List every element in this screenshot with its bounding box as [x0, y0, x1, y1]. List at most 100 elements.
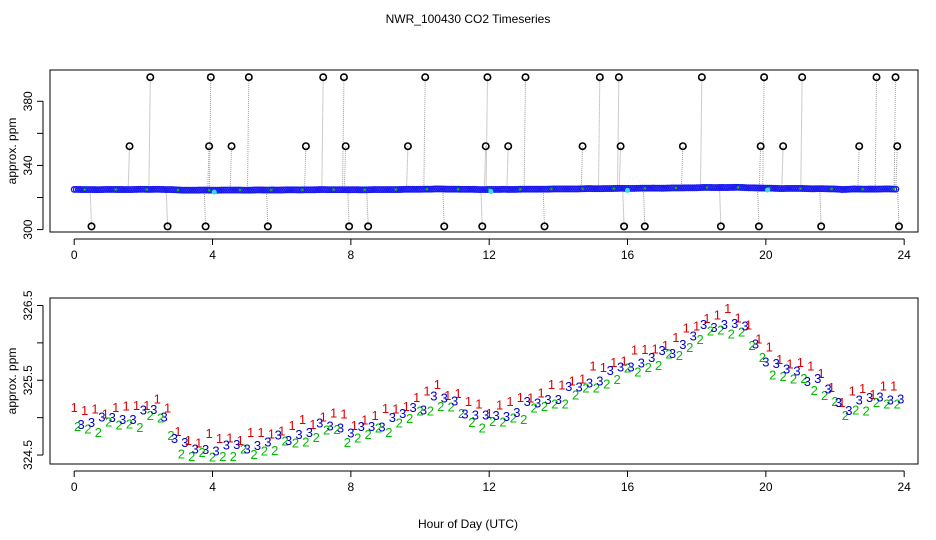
baseline-accent-point [238, 188, 242, 192]
series-1-point: 1 [890, 379, 897, 394]
spike-point [578, 142, 587, 151]
series-2-point: 2 [541, 399, 548, 414]
spike-connector [758, 146, 762, 189]
series-3-point: 3 [648, 350, 655, 365]
series-2-point: 2 [572, 387, 579, 402]
series-2-point: 2 [178, 447, 185, 462]
series-2-point: 2 [344, 435, 351, 450]
spike-point [891, 73, 900, 82]
series-1-point: 1 [569, 373, 576, 388]
series-3-point: 3 [492, 408, 499, 423]
spike-connector [622, 188, 625, 227]
spike-point [341, 142, 350, 151]
series-3-point: 3 [140, 402, 147, 417]
spike-connector [89, 189, 92, 227]
series-1-point: 1 [527, 391, 534, 406]
bottom-y-axis: 324.5 325.5 326.5 [21, 290, 44, 470]
series-3-point: 3 [171, 431, 178, 446]
series-1-point: 1 [683, 321, 690, 336]
series-2-point: 2 [84, 421, 91, 436]
series-2-point: 2 [728, 326, 735, 341]
series-3-point: 3 [129, 412, 136, 427]
series-3-point: 3 [658, 343, 665, 358]
series-2-point: 2 [437, 399, 444, 414]
spike-point [301, 142, 310, 151]
spike-point [872, 73, 881, 82]
spike-connector [680, 146, 684, 188]
series-1-point: 1 [880, 379, 887, 394]
series-2-point: 2 [894, 397, 901, 412]
spike-connector [895, 146, 898, 190]
baseline-accent-point [861, 187, 864, 191]
series-3-point: 3 [721, 317, 728, 332]
series-3-point: 3 [607, 363, 614, 378]
series-3-point: 3 [856, 393, 863, 408]
series-1-point: 1 [226, 431, 233, 446]
series-3-point: 3 [430, 389, 437, 404]
spike-point [504, 142, 513, 151]
series-1-point: 1 [714, 307, 721, 322]
series-3-point: 3 [679, 337, 686, 352]
spike-connector [483, 146, 487, 190]
series-2-point: 2 [323, 423, 330, 438]
spike-point [616, 142, 625, 151]
series-2-point: 2 [790, 371, 797, 386]
top-x-tick-label: 24 [897, 248, 911, 262]
series-1-point: 1 [766, 339, 773, 354]
series-2-point: 2 [271, 443, 278, 458]
spike-point [779, 142, 788, 151]
series-2-point: 2 [520, 412, 527, 427]
series-3-point: 3 [368, 419, 375, 434]
bottom-x-axis: 0 4 8 12 16 20 24 [71, 470, 911, 494]
series-3-point: 3 [202, 442, 209, 457]
spike-point [403, 142, 412, 151]
series-2-point: 2 [676, 348, 683, 363]
series-3-point: 3 [192, 441, 199, 456]
series-3-point: 3 [897, 392, 904, 407]
spike-point [595, 73, 604, 82]
x-axis-label: Hour of Day (UTC) [418, 517, 518, 531]
series-2-point: 2 [479, 421, 486, 436]
bottom-x-tick-label: 16 [621, 480, 635, 494]
series-2-point: 2 [313, 430, 320, 445]
baseline-accent-point [612, 187, 615, 190]
series-1-point: 1 [102, 406, 109, 421]
series-2-point: 2 [614, 372, 621, 387]
series-2-point: 2 [717, 322, 724, 337]
series-1-point: 1 [154, 392, 161, 407]
top-x-tick-label: 16 [621, 248, 635, 262]
series-2-point: 2 [199, 445, 206, 460]
baseline-accent-point [643, 186, 647, 190]
series-3-point: 3 [98, 409, 105, 424]
baseline-accent-point [674, 186, 678, 190]
baseline-accent-point [114, 188, 118, 191]
series-3-point: 3 [617, 359, 624, 374]
spike-point [478, 222, 487, 231]
series-1-point: 1 [558, 377, 565, 392]
baseline-accent-point [550, 187, 553, 191]
series-1-point: 1 [444, 388, 451, 403]
spike-point [697, 73, 706, 82]
series-1-point: 1 [351, 418, 358, 433]
series-3-point: 3 [482, 407, 489, 422]
spike-connector [343, 146, 347, 190]
series-2-point: 2 [624, 361, 631, 376]
spike-point [125, 142, 134, 151]
spike-point [798, 73, 807, 82]
spike-connector [208, 77, 212, 191]
series-1-point: 1 [776, 352, 783, 367]
series-3-point: 3 [316, 416, 323, 431]
series-3-point: 3 [472, 408, 479, 423]
series-1-point: 1 [174, 424, 181, 439]
series-3-point: 3 [627, 359, 634, 374]
series-2-point: 2 [105, 414, 112, 429]
series-2-point: 2 [385, 425, 392, 440]
series-1-point: 1 [195, 435, 202, 450]
series-1-point: 1 [382, 401, 389, 416]
series-1-point: 1 [268, 426, 275, 441]
spike-connector [897, 189, 900, 227]
top-panel: 0 4 8 12 16 20 24 300 340 380 approx. ppm [5, 69, 919, 262]
top-y-axis-label: approx. ppm [5, 118, 19, 185]
spike-connector [618, 146, 622, 189]
